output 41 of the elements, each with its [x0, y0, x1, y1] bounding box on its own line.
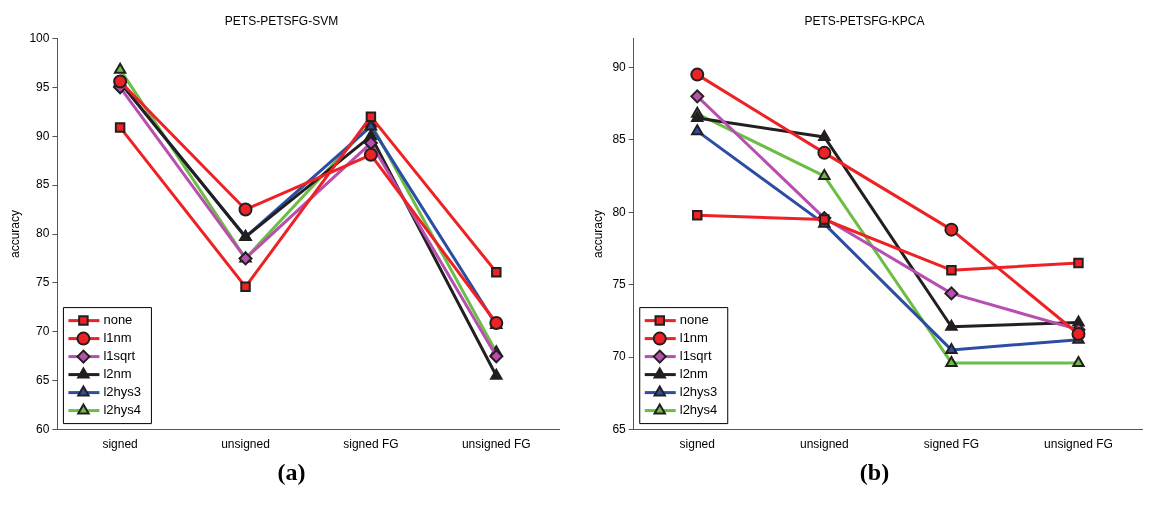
y-tick-label: 85 [36, 177, 50, 192]
x-tick-label: signed FG [343, 437, 399, 452]
y-axis-title: accuracy [7, 209, 22, 259]
x-tick-label: signed [679, 437, 715, 452]
legend-label: l2hys4 [103, 402, 141, 418]
text: (b) [859, 459, 890, 485]
chart-title: PETS-PETSFG-SVM [224, 13, 339, 28]
x-tick-label: unsigned [221, 437, 270, 452]
chart-title: PETS-PETSFG-KPCA [804, 13, 925, 28]
legend-label: l2nm [679, 366, 708, 382]
legend-label: l2nm [103, 366, 132, 382]
legend-label: l2hys3 [103, 384, 141, 400]
y-tick-label: 75 [36, 275, 50, 290]
x-tick-label: unsigned FG [461, 437, 531, 452]
y-tick-label: 65 [36, 373, 50, 388]
x-tick-label: signed FG [923, 437, 980, 452]
y-tick-label: 65 [612, 421, 627, 436]
legend-label: l2hys4 [679, 402, 718, 418]
legend-label: none [679, 312, 709, 328]
y-tick-label: 70 [612, 349, 627, 364]
legend-label: l1sqrt [679, 348, 712, 364]
y-tick-label: 85 [612, 132, 627, 147]
text: (a) [277, 459, 306, 485]
y-tick-label: 60 [36, 421, 50, 436]
y-tick-label: 80 [612, 204, 627, 219]
legend-label: l1nm [679, 330, 708, 346]
legend-label: l1sqrt [103, 348, 136, 364]
x-tick-label: signed [102, 437, 138, 452]
y-tick-label: 100 [29, 30, 50, 45]
y-tick-label: 70 [36, 324, 50, 339]
y-tick-label: 90 [612, 59, 627, 74]
x-tick-label: unsigned FG [1044, 437, 1113, 452]
y-tick-label: 95 [36, 79, 50, 94]
x-tick-label: unsigned [799, 437, 849, 452]
legend-label: l1nm [103, 330, 132, 346]
y-axis-title: accuracy [590, 209, 605, 259]
y-tick-label: 80 [36, 226, 50, 241]
legend-label: l2hys3 [679, 384, 718, 400]
legend-label: none [103, 312, 133, 328]
y-tick-label: 75 [612, 277, 627, 292]
y-tick-label: 90 [36, 128, 50, 143]
